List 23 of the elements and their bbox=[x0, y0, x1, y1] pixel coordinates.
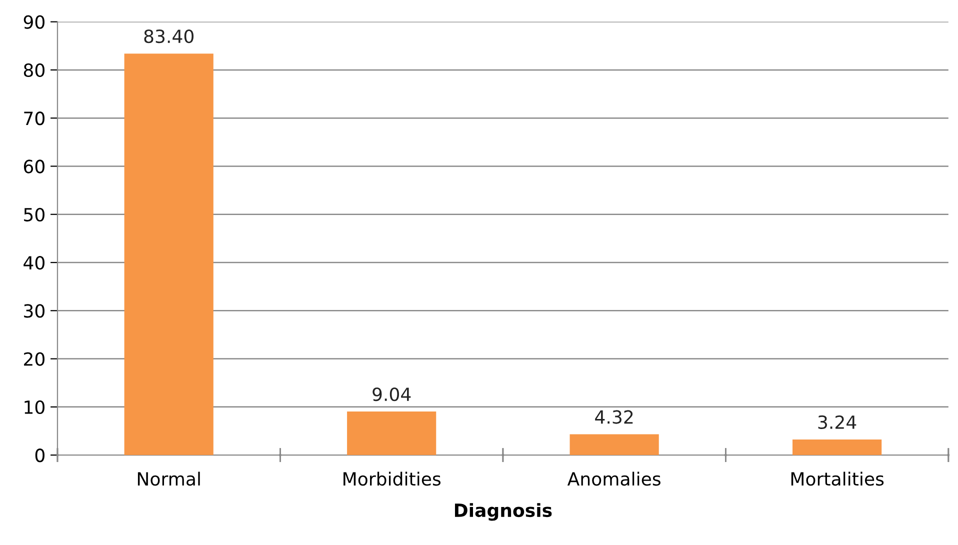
data-label: 83.40 bbox=[144, 29, 194, 44]
data-label: 4.32 bbox=[595, 410, 633, 424]
y-tick-label: 60 bbox=[24, 160, 44, 174]
bar bbox=[347, 412, 436, 456]
y-tick-label: 50 bbox=[24, 208, 44, 222]
y-tick-label: 90 bbox=[24, 15, 44, 29]
y-tick-label: 10 bbox=[24, 400, 44, 414]
data-label: 9.04 bbox=[372, 387, 411, 402]
x-tick-label: Mortalities bbox=[791, 472, 884, 486]
bar bbox=[792, 439, 882, 456]
bar bbox=[124, 54, 214, 456]
x-axis-title: Diagnosis bbox=[454, 503, 552, 521]
y-tick-label: 40 bbox=[24, 256, 44, 270]
y-tick-label: 80 bbox=[24, 63, 44, 78]
x-tick-label: Anomalies bbox=[567, 472, 660, 486]
bar bbox=[570, 434, 659, 456]
x-tick-label: Morbidities bbox=[344, 472, 441, 486]
y-tick-label: 70 bbox=[24, 112, 44, 126]
x-tick-label: Normal bbox=[138, 472, 200, 486]
y-tick-label: 30 bbox=[24, 304, 44, 318]
data-label: 3.24 bbox=[818, 415, 856, 430]
y-tick-label: 0 bbox=[35, 448, 44, 462]
y-tick-label: 20 bbox=[24, 352, 44, 366]
